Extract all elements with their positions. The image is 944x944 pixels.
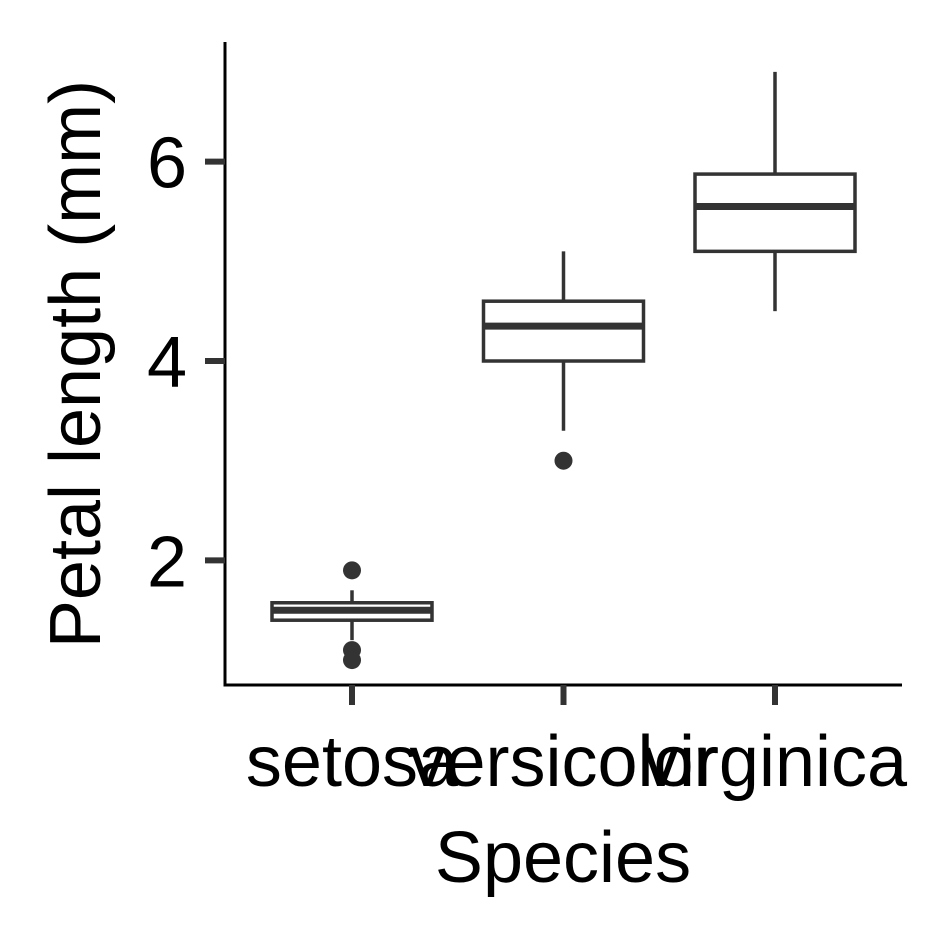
y-tick-label: 2 — [147, 522, 187, 602]
iqr-box — [693, 172, 857, 254]
boxes-layer — [270, 71, 857, 670]
y-axis-title: Petal length (mm) — [36, 80, 116, 648]
x-tick-label: versicolor — [409, 722, 717, 802]
x-tick-label: setosa — [246, 722, 459, 802]
outlier-point — [554, 451, 573, 470]
box-versicolor — [481, 251, 646, 470]
y-tick-label: 6 — [147, 124, 187, 204]
iqr-box — [481, 299, 646, 363]
outlier-point — [343, 651, 361, 670]
box-virginica — [693, 71, 857, 312]
x-tick-label: virginica — [643, 722, 908, 802]
outlier-point — [343, 561, 361, 580]
box-setosa — [270, 561, 434, 670]
x-axis-title: Species — [435, 818, 691, 898]
y-tick-label: 4 — [147, 323, 187, 403]
